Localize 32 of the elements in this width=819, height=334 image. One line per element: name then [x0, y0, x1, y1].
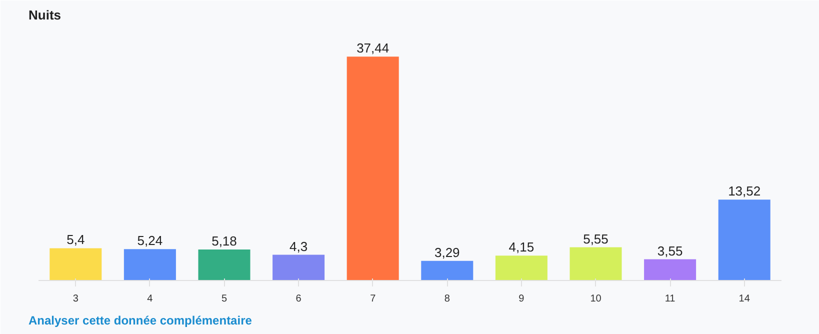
x-tick-label: 10	[590, 294, 602, 304]
chart-title: Nuits	[28, 8, 61, 22]
bar	[718, 200, 770, 280]
x-tick-label: 8	[444, 294, 450, 304]
data-label: 4,3	[290, 238, 308, 254]
bar	[644, 259, 696, 280]
x-tick-label: 11	[664, 294, 676, 304]
data-label: 5,24	[137, 233, 163, 248]
x-tick-label: 14	[738, 294, 750, 304]
x-tick-label: 7	[370, 294, 376, 304]
text: Analyser cette donnée complémentaire	[28, 314, 252, 328]
data-label: 4,15	[508, 240, 534, 255]
x-tick-label: 9	[518, 294, 525, 304]
data-label: 3,29	[434, 244, 460, 260]
data-label: 37,44	[356, 40, 390, 56]
bar	[124, 249, 176, 280]
data-label: 3,55	[657, 243, 683, 258]
bar	[198, 250, 250, 280]
bar	[570, 247, 622, 280]
x-tick-label: 4	[147, 294, 154, 304]
bar	[346, 56, 399, 280]
data-label: 5,18	[212, 234, 237, 249]
x-tick-label: 6	[296, 294, 302, 304]
x-tick-label: 3	[72, 294, 79, 304]
data-label: 5,4	[66, 232, 85, 248]
bar	[421, 260, 474, 280]
bar	[272, 254, 325, 280]
bar	[495, 256, 548, 280]
x-tick-label: 5	[221, 294, 228, 304]
data-label: 13,52	[728, 184, 761, 199]
bar	[50, 248, 102, 280]
data-label: 5,55	[583, 231, 608, 246]
